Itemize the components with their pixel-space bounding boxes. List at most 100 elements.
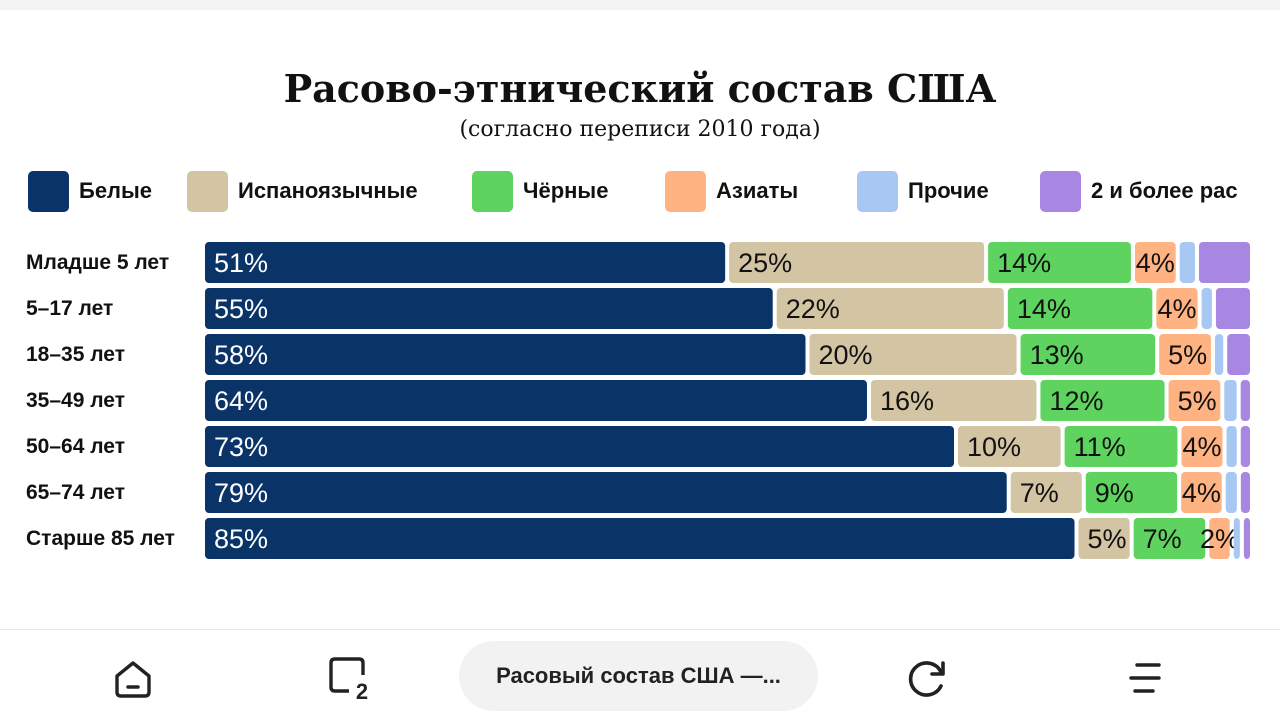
bar-segment [1134, 242, 1176, 283]
bar-segment [205, 242, 726, 283]
legend-item: Азиаты [665, 170, 798, 212]
bar-segment [1133, 518, 1206, 559]
data-label: 5% [1168, 340, 1207, 370]
legend-label: 2 и более рас [1091, 178, 1238, 203]
data-label: 4% [1182, 478, 1221, 508]
data-label: 51% [214, 248, 268, 278]
bar-segment [1078, 518, 1130, 559]
data-label: 22% [786, 294, 840, 324]
legend-item: 2 и более рас [1040, 170, 1238, 212]
data-label: 14% [1017, 294, 1071, 324]
data-label: 73% [214, 432, 268, 462]
category-label: Старше 85 лет [26, 527, 175, 550]
category-label: 65–74 лет [26, 481, 125, 504]
data-label: 5% [1088, 524, 1127, 554]
data-label: 10% [967, 432, 1021, 462]
data-label: 79% [214, 478, 268, 508]
legend-label: Чёрные [523, 178, 609, 203]
data-label: 58% [214, 340, 268, 370]
bar-segment [205, 472, 1007, 513]
bar-segment [1159, 334, 1211, 375]
home-button[interactable] [103, 648, 163, 708]
refresh-button[interactable] [897, 648, 957, 708]
bar-segment [1199, 242, 1250, 283]
legend-swatch [472, 170, 513, 212]
bar-segment [988, 242, 1131, 283]
data-label: 85% [214, 524, 268, 554]
data-label: 2% [1200, 524, 1239, 554]
legend-label: Испаноязычные [238, 178, 418, 203]
data-label: 20% [819, 340, 873, 370]
legend-label: Азиаты [716, 178, 799, 203]
category-label: 35–49 лет [26, 389, 125, 412]
data-label: 4% [1136, 248, 1175, 278]
active-tab-pill[interactable]: Расовый состав США —... [459, 641, 818, 711]
bar-segment [1240, 426, 1250, 467]
bar-segment [1156, 288, 1198, 329]
data-label: 7% [1020, 478, 1059, 508]
top-strip [0, 0, 1280, 10]
active-tab-title: Расовый состав США —... [496, 663, 781, 688]
menu-icon [1129, 663, 1161, 693]
data-label: 9% [1095, 478, 1134, 508]
bar-segment [1040, 380, 1165, 421]
bar-segment [1064, 426, 1178, 467]
bar-segment [205, 380, 867, 421]
bar-segment [1181, 426, 1223, 467]
tabs-icon: 2 [329, 657, 368, 701]
bar-segment [1225, 472, 1237, 513]
bar-segment [1233, 518, 1240, 559]
data-label: 13% [1030, 340, 1084, 370]
bar-segment [870, 380, 1037, 421]
data-label: 5% [1178, 386, 1217, 416]
legend-item: Испаноязычные [187, 170, 418, 212]
bar-segment [1010, 472, 1082, 513]
data-label: 12% [1049, 386, 1103, 416]
bar-segment [1007, 288, 1153, 329]
chart-legend: Белые Испаноязычные Чёрные Азиаты Прочие 2 и … [0, 170, 1280, 212]
data-label: 4% [1157, 294, 1196, 324]
bar-segment [205, 518, 1075, 559]
data-label: 16% [880, 386, 934, 416]
menu-button[interactable] [1115, 648, 1175, 708]
bar-segment [1240, 472, 1250, 513]
data-label: 4% [1182, 432, 1221, 462]
bar-segment [1226, 426, 1237, 467]
bar-segment [1209, 518, 1230, 559]
data-label: 25% [738, 248, 792, 278]
tabs-count: 2 [356, 679, 368, 701]
bar-segment [1168, 380, 1221, 421]
category-label: Младше 5 лет [26, 251, 169, 274]
legend-item: Прочие [857, 170, 989, 212]
browser-bottom-bar: 2 Расовый состав США —... [0, 629, 1280, 721]
legend-item: Белые [28, 170, 152, 212]
category-label: 50–64 лет [26, 435, 125, 458]
bar-segment [809, 334, 1017, 375]
chart-title: Расово-этнический состав США [283, 66, 997, 111]
bar-segment [1201, 288, 1212, 329]
data-label: 14% [997, 248, 1051, 278]
bar-segment [1240, 380, 1250, 421]
bar-segment [1227, 334, 1250, 375]
legend-item: Чёрные [472, 170, 608, 212]
refresh-icon [908, 661, 945, 697]
category-label: 18–35 лет [26, 343, 125, 366]
legend-label: Прочие [908, 178, 989, 203]
bar-segment [1085, 472, 1178, 513]
tabs-button[interactable]: 2 [320, 648, 380, 708]
legend-label: Белые [79, 178, 153, 203]
legend-swatch [857, 170, 898, 212]
bar-segment [1214, 334, 1224, 375]
bar-segment [1224, 380, 1237, 421]
bar-segment [205, 426, 954, 467]
legend-swatch [28, 170, 69, 212]
chart-subtitle: (согласно переписи 2010 года) [459, 117, 821, 142]
home-icon [115, 661, 151, 698]
legend-swatch [187, 170, 228, 212]
data-label: 7% [1143, 524, 1182, 554]
legend-swatch [1040, 170, 1081, 212]
data-label: 55% [214, 294, 268, 324]
data-label: 11% [1074, 432, 1126, 462]
chart-plot: Младше 5 лет 51% 25% 14% 4% 5–17 лет 55% 22% 14%… [26, 242, 1250, 559]
bar-segment [1020, 334, 1156, 375]
